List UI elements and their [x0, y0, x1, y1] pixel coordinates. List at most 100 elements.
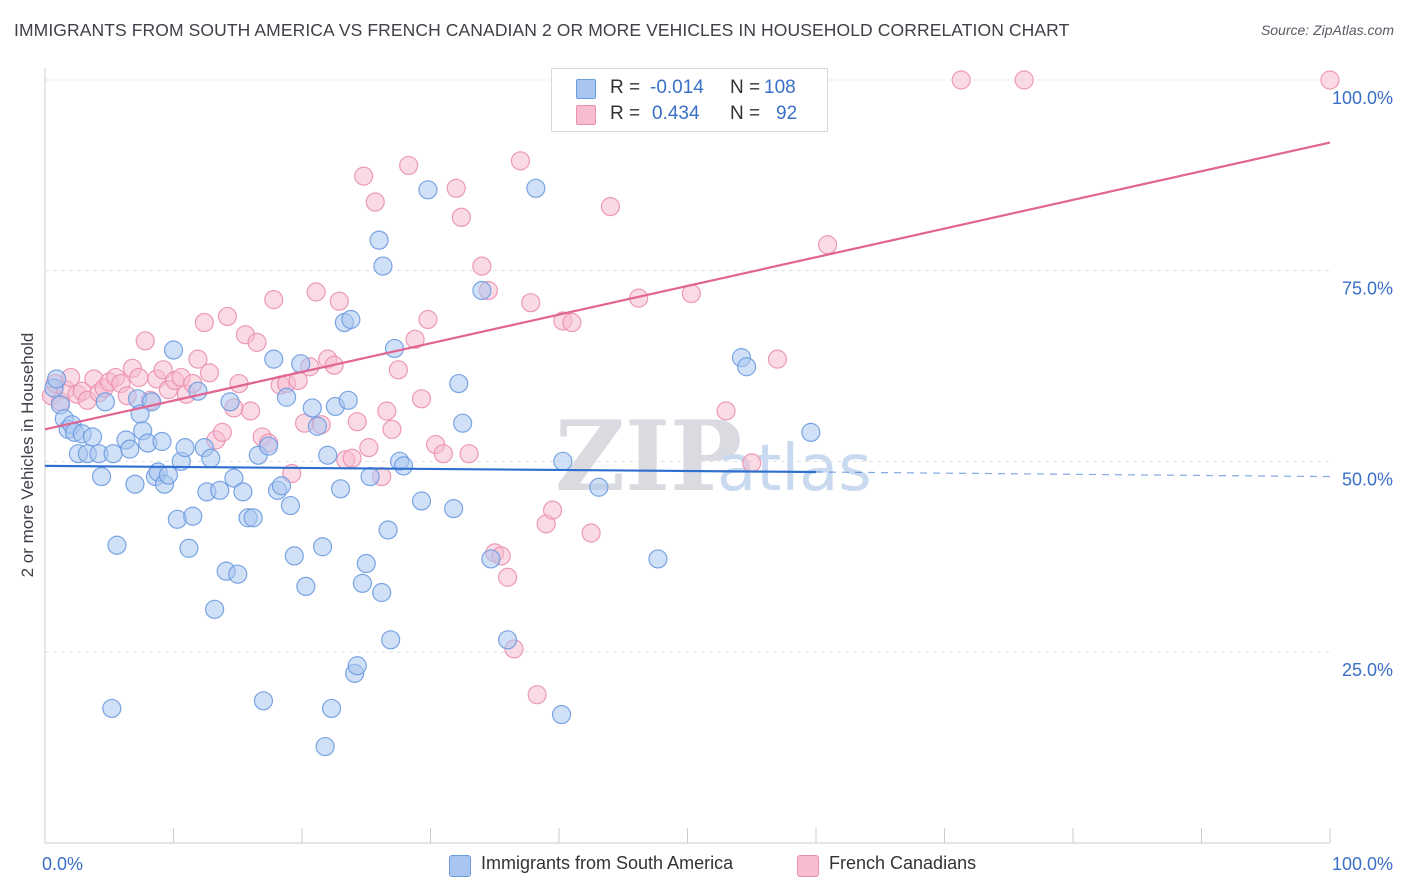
trend-line-french-canadians [44, 141, 1331, 431]
south-america-point-51 [258, 436, 279, 456]
legend-r-value: 0.434 [652, 103, 700, 124]
legend-swatch-pink [576, 105, 596, 125]
legend-r-label: R = [610, 77, 641, 98]
french-canadians-point-78 [527, 685, 547, 705]
axes [44, 68, 1331, 844]
french-canadians-point-93 [817, 235, 838, 255]
south-america-point-30 [163, 340, 184, 360]
french-canadians-point-76 [510, 151, 531, 171]
chart-title: IMMIGRANTS FROM SOUTH AMERICA VS FRENCH … [14, 20, 1070, 40]
south-america-point-65 [321, 698, 342, 719]
french-canadians-point-69 [459, 444, 479, 464]
south-america-point-24 [142, 392, 162, 412]
french-canadians-point-74 [498, 567, 518, 587]
legend-label-south-america: Immigrants from South America [481, 853, 734, 873]
south-america-point-40 [205, 599, 225, 619]
south-america-point-75 [360, 466, 380, 487]
french-canadians-point-64 [418, 309, 438, 330]
south-america-point-84 [411, 491, 432, 511]
french-canadians-point-31 [217, 306, 238, 327]
south-america-point-48 [243, 508, 263, 528]
south-america-point-13 [95, 392, 115, 412]
south-america-point-39 [201, 448, 221, 468]
french-canadians-point-50 [329, 291, 349, 311]
south-america-point-69 [338, 390, 358, 410]
french-canadians-point-53 [347, 412, 367, 432]
french-canadians-point-91 [767, 349, 788, 369]
legend-swatch-blue [576, 79, 596, 99]
french-canadians-point-46 [306, 282, 326, 302]
x-tick-label-min: 0.0% [42, 854, 83, 874]
south-america-point-19 [125, 474, 145, 494]
french-canadians-point-84 [600, 197, 621, 217]
tick-labels: 25.0% 50.0% 75.0% 100.0% 0.0% 100.0% [42, 88, 1393, 874]
south-america-point-46 [233, 482, 253, 502]
watermark-zip: ZIP [555, 400, 742, 513]
south-america-point-43 [220, 392, 240, 412]
south-america-point-56 [280, 495, 301, 516]
south-america-point-63 [315, 736, 335, 757]
south-america-point-41 [210, 480, 230, 500]
trend-line-south-america-projection [815, 471, 1331, 478]
french-canadians-point-27 [194, 312, 214, 333]
french-canadians-point-89 [716, 401, 736, 421]
legend-row-french-canadians: R = 0.434 N = 92 [552, 101, 827, 127]
south-america-point-79 [378, 520, 398, 540]
south-america-point-85 [418, 180, 438, 200]
south-america-point-61 [307, 416, 328, 436]
french-canadians-point-52 [342, 448, 362, 468]
legend-swatch-french-canadians [797, 855, 819, 877]
south-america-point-16 [102, 698, 122, 719]
south-america-point-31 [167, 509, 187, 529]
legend-n-value: 92 [776, 103, 798, 124]
legend-r-label: R = [610, 103, 641, 124]
french-canadians-point-55 [359, 438, 379, 458]
watermark-atlas: atlas [717, 432, 872, 506]
french-canadians-point-96 [1320, 70, 1340, 90]
french-canadians-point-42 [282, 463, 302, 484]
south-america-point-33 [175, 438, 195, 458]
south-america-point-64 [318, 445, 338, 465]
french-canadians-point-90 [742, 453, 762, 473]
french-canadians-point-17 [135, 331, 155, 351]
legend-swatch-south-america [449, 855, 471, 877]
south-america-point-90 [481, 549, 501, 569]
french-canadians-point-59 [382, 419, 402, 439]
south-america-point-15 [107, 535, 127, 555]
series-immigrants-south-america [44, 178, 821, 757]
legend-n-label: N = [730, 77, 761, 98]
south-america-point-12 [91, 466, 112, 487]
south-america-point-73 [352, 573, 372, 593]
y-tick-label-100: 100.0% [1332, 88, 1393, 108]
south-america-point-96 [648, 549, 668, 569]
south-america-point-18 [120, 439, 140, 459]
south-america-point-91 [498, 630, 518, 650]
south-america-point-14 [103, 444, 123, 464]
french-canadians-point-36 [247, 332, 267, 352]
south-america-point-86 [444, 499, 464, 519]
watermark: ZIP atlas [555, 400, 872, 513]
french-canadians-point-70 [472, 256, 492, 276]
south-america-point-99 [801, 422, 821, 442]
french-canadians-point-35 [241, 401, 261, 421]
south-america-point-10 [82, 427, 103, 447]
french-canadians-point-82 [562, 312, 582, 333]
south-america-point-74 [356, 553, 376, 574]
south-america-point-52 [264, 349, 284, 369]
legend-r-value: -0.014 [650, 77, 704, 98]
french-canadians-point-60 [388, 360, 408, 380]
bottom-legend: Immigrants from South America French Can… [0, 852, 1406, 878]
french-canadians-point-26 [188, 349, 208, 369]
legend-n-value: 108 [764, 77, 796, 98]
south-america-point-59 [296, 576, 316, 597]
south-america-point-55 [276, 387, 297, 407]
south-america-point-27 [152, 431, 172, 452]
south-america-point-1 [46, 369, 67, 389]
south-america-point-62 [312, 537, 333, 557]
south-america-point-98 [737, 357, 757, 377]
trend-line-south-america [44, 464, 817, 474]
south-america-point-94 [553, 451, 573, 471]
french-canadians-point-68 [451, 207, 471, 227]
south-america-point-89 [472, 280, 492, 301]
